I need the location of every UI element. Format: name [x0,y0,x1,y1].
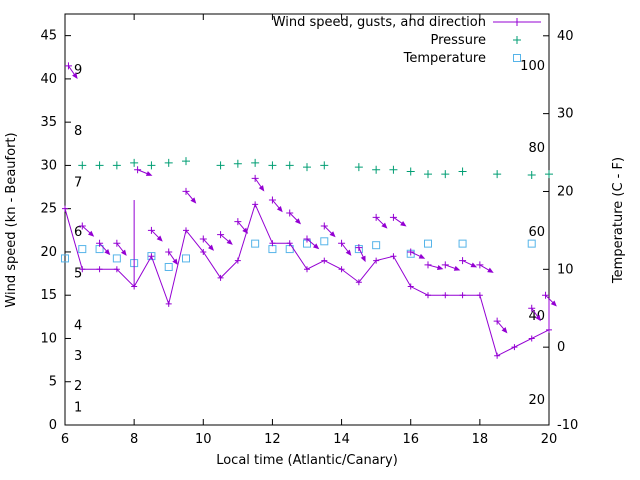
x-tick-label: 16 [402,432,419,447]
temperature-series [61,237,536,271]
y2-axis-title: Temperature (C - F) [611,157,626,284]
right-inner-scale-label: 60 [528,225,545,240]
axis-titles: Local time (Atlantic/Canary) Wind speed … [4,132,626,468]
right-inner-scale-label: 20 [528,393,545,408]
y-tick-label: 30 [40,158,57,173]
x-tick-label: 8 [130,432,138,447]
beaufort-scale-label: 1 [74,401,82,416]
y2-tick-label: 30 [557,107,574,122]
wind-series [62,200,552,359]
y2-tick-label: 10 [557,262,574,277]
y-axis-title: Wind speed (kn - Beaufort) [4,132,19,307]
legend-temperature-label: Temperature [403,51,486,66]
y2-tick-label: -10 [557,418,578,433]
x-axis-title: Local time (Atlantic/Canary) [216,453,398,468]
plot-border [64,13,550,426]
gust-direction-arrows [64,62,557,334]
beaufort-scale-label: 7 [74,176,82,191]
y-tick-label: 40 [40,72,57,87]
pressure-series [78,157,553,179]
data-series [61,62,557,359]
x-tick-label: 10 [195,432,212,447]
x-tick-label: 6 [61,432,69,447]
beaufort-scale-label: 2 [74,379,82,394]
beaufort-scale-label: 6 [74,225,82,240]
x-tick-label: 20 [541,432,558,447]
legend-wind-label: Wind speed, gusts, and direction [273,15,486,30]
y-tick-label: 0 [49,418,57,433]
y2-tick-label: 20 [557,184,574,199]
y2-tick-label: 40 [557,29,574,44]
right-inner-scale-label: 40 [528,309,545,324]
beaufort-scale-label: 5 [74,267,82,282]
y-tick-label: 25 [40,202,57,217]
beaufort-scale-label: 9 [74,63,82,78]
y-tick-label: 15 [40,288,57,303]
y-tick-label: 20 [40,245,57,260]
x-tick-label: 12 [264,432,281,447]
y-tick-label: 35 [40,115,57,130]
y-tick-label: 45 [40,29,57,44]
inner-scale-labels: 1 2 3 4 5 6 7 8 9 20 40 60 80 100 [74,59,545,416]
axes: 6 8 10 12 14 16 18 20051015202530354045-1001020… [40,13,578,447]
x-tick-label: 18 [472,432,489,447]
beaufort-scale-label: 8 [74,124,82,139]
beaufort-scale-label: 4 [74,318,82,333]
legend-sample-markers [493,18,541,62]
x-tick-label: 14 [333,432,350,447]
legend: Wind speed, gusts, and direction Pressur… [273,15,541,66]
right-inner-scale-label: 80 [528,141,545,156]
beaufort-scale-label: 3 [74,349,82,364]
y-tick-label: 10 [40,331,57,346]
legend-pressure-label: Pressure [430,33,486,48]
y2-tick-label: 0 [557,340,565,355]
y-tick-label: 5 [49,375,57,390]
right-inner-scale-label: 100 [520,59,545,74]
